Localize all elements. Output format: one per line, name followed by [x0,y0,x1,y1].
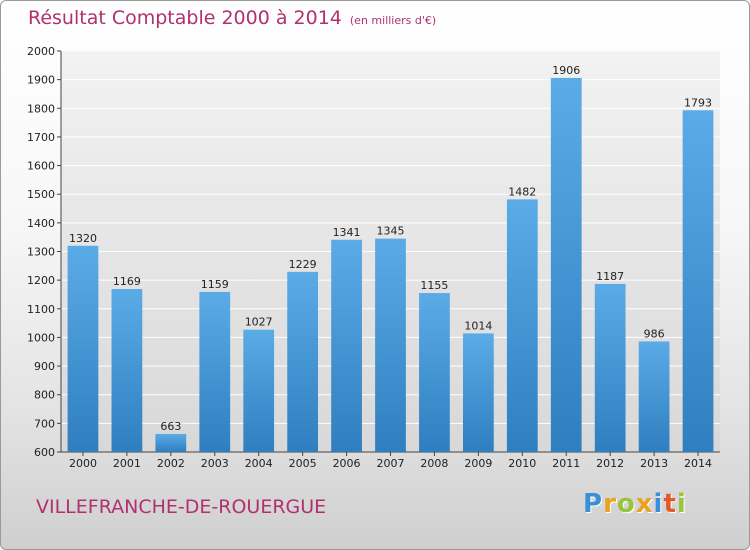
bar-2005 [287,271,319,452]
value-label-2002: 663 [160,420,181,433]
value-label-2014: 1793 [684,96,712,109]
y-tick-label: 2000 [27,45,55,58]
value-label-2001: 1169 [113,275,141,288]
bar-2004 [243,329,275,452]
y-tick-label: 900 [34,360,55,373]
y-tick-label: 1800 [27,102,55,115]
logo-letter: o [616,489,636,519]
place-name: VILLEFRANCHE-DE-ROUERGUE [36,496,327,518]
bar-2012 [594,283,626,452]
x-tick-label-2010: 2010 [508,457,536,470]
chart-title-block: Résultat Comptable 2000 à 2014 (en millie… [28,7,436,29]
y-tick-label: 1200 [27,274,55,287]
value-label-2000: 1320 [69,232,97,245]
y-tick-label: 1100 [27,303,55,316]
chart-title: Résultat Comptable 2000 à 2014 [28,7,342,29]
proxiti-logo: Proxiti [583,489,687,519]
logo-letter: t [663,489,677,519]
bar-2002 [155,433,187,452]
value-label-2009: 1014 [464,319,492,332]
bar-2007 [375,238,406,452]
bar-2013 [638,341,670,452]
value-label-2012: 1187 [596,270,624,283]
value-label-2011: 1906 [552,64,580,77]
bar-2008 [419,293,450,452]
value-label-2008: 1155 [420,279,448,292]
x-tick-label-2002: 2002 [157,457,185,470]
logo-letter: x [635,489,654,519]
bar-2003 [199,291,231,452]
logo-letter: i [676,489,687,519]
y-tick-label: 1000 [27,331,55,344]
value-label-2005: 1229 [289,258,317,271]
value-label-2004: 1027 [245,316,273,329]
value-label-2013: 986 [644,327,665,340]
y-tick-label: 1700 [27,131,55,144]
bar-2000 [67,245,99,452]
x-tick-label-2014: 2014 [684,457,712,470]
value-label-2006: 1341 [333,226,361,239]
y-tick-label: 1600 [27,160,55,173]
chart-subtitle: (en milliers d'€) [349,14,437,27]
logo-letter: i [653,489,664,519]
x-tick-label-2003: 2003 [201,457,229,470]
x-tick-label-2000: 2000 [69,457,97,470]
x-tick-label-2004: 2004 [245,457,273,470]
x-tick-label-2011: 2011 [552,457,580,470]
x-tick-label-2013: 2013 [640,457,668,470]
y-tick-label: 700 [34,417,55,430]
logo-letter: P [583,489,604,519]
x-tick-label-2001: 2001 [113,457,141,470]
value-label-2010: 1482 [508,185,536,198]
x-tick-label-2008: 2008 [420,457,448,470]
bar-2009 [462,333,494,452]
bar-2014 [682,110,714,452]
value-label-2007: 1345 [377,225,405,238]
logo-letter: r [603,489,617,519]
x-tick-label-2005: 2005 [289,457,317,470]
y-tick-label: 1500 [27,188,55,201]
x-tick-label-2012: 2012 [596,457,624,470]
bar-2010 [506,199,538,452]
x-tick-label-2007: 2007 [377,457,405,470]
x-tick-label-2006: 2006 [333,457,361,470]
bar-2006 [331,239,362,452]
y-tick-label: 1900 [27,74,55,87]
bars [67,77,714,452]
bar-2011 [550,77,582,452]
bar-2001 [111,289,143,452]
y-tick-label: 1400 [27,217,55,230]
y-tick-label: 1300 [27,246,55,259]
value-label-2003: 1159 [201,278,229,291]
y-tick-label: 600 [34,446,55,459]
labels: 600 700 800 900 1000 1100 1200 1300 1400 1500 1600… [27,45,712,470]
x-tick-label-2009: 2009 [464,457,492,470]
y-tick-label: 800 [34,389,55,402]
